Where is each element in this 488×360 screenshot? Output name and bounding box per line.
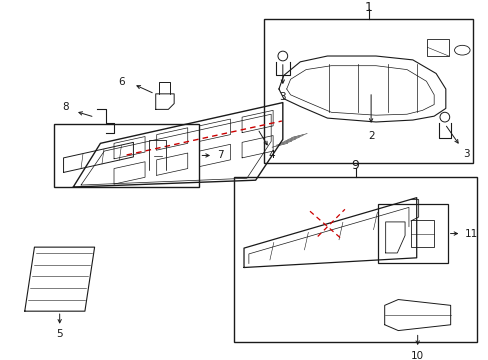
Bar <box>234 177 476 342</box>
Bar <box>54 124 199 187</box>
Text: 7: 7 <box>217 150 224 161</box>
Text: 5: 5 <box>56 329 63 339</box>
Text: 9: 9 <box>351 159 359 172</box>
Bar <box>264 19 472 163</box>
Text: 3: 3 <box>462 149 468 159</box>
Bar <box>427 39 448 56</box>
Text: 11: 11 <box>464 229 477 239</box>
Text: 6: 6 <box>118 77 125 87</box>
Text: 8: 8 <box>62 103 69 112</box>
Text: 10: 10 <box>410 351 424 360</box>
Text: 2: 2 <box>367 131 374 140</box>
Text: 1: 1 <box>364 1 372 14</box>
Text: 3: 3 <box>279 92 285 102</box>
Bar <box>377 204 447 263</box>
Bar <box>410 220 433 247</box>
Text: 4: 4 <box>268 150 275 160</box>
